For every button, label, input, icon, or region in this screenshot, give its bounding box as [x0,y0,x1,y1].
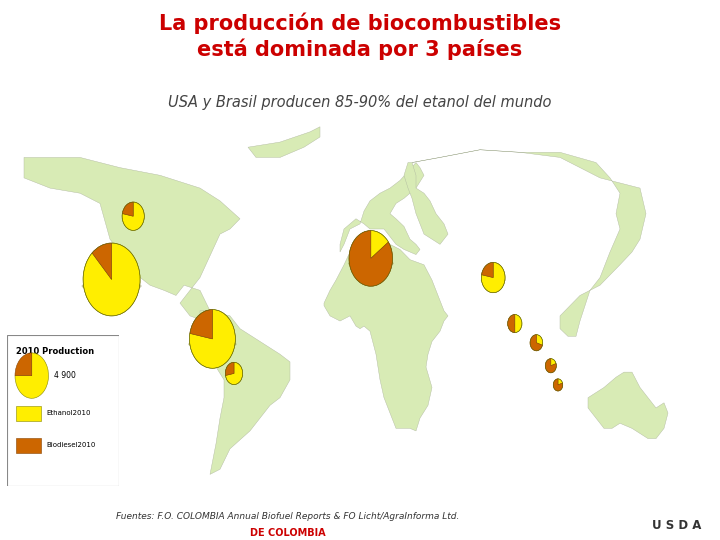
Wedge shape [482,262,493,278]
Text: U S D A: U S D A [652,519,701,532]
Wedge shape [536,335,543,345]
Wedge shape [482,262,505,293]
Ellipse shape [530,343,543,346]
Wedge shape [15,353,48,399]
Wedge shape [122,202,144,231]
Wedge shape [371,231,388,258]
Wedge shape [225,362,243,384]
FancyBboxPatch shape [16,437,41,453]
Wedge shape [15,353,32,376]
Ellipse shape [81,280,142,292]
Ellipse shape [481,278,505,283]
Ellipse shape [545,366,557,368]
Wedge shape [83,243,140,316]
Wedge shape [545,359,557,373]
Wedge shape [349,231,392,286]
Wedge shape [189,309,235,368]
Polygon shape [24,158,240,321]
Ellipse shape [189,340,236,349]
Wedge shape [558,379,562,385]
Wedge shape [551,359,556,366]
Wedge shape [508,314,515,333]
FancyBboxPatch shape [7,335,119,486]
Polygon shape [340,163,424,254]
Wedge shape [190,309,212,339]
Text: Fuentes: F.O. COLOMBIA Annual Biofuel Reports & FO Licht/AgraInforma Ltd.: Fuentes: F.O. COLOMBIA Annual Biofuel Re… [117,512,459,521]
FancyBboxPatch shape [16,406,41,421]
Wedge shape [553,379,563,391]
Wedge shape [225,362,234,375]
Ellipse shape [348,259,394,268]
Polygon shape [588,372,668,438]
Polygon shape [412,150,646,336]
Text: 4 900: 4 900 [54,371,76,380]
Wedge shape [515,314,522,333]
Text: DE COLOMBIA: DE COLOMBIA [250,528,326,538]
Polygon shape [404,163,448,244]
Wedge shape [92,243,112,280]
Polygon shape [248,127,320,158]
Wedge shape [530,335,542,351]
Text: USA y Brasil producen 85-90% del etanol del mundo: USA y Brasil producen 85-90% del etanol … [168,96,552,110]
Ellipse shape [122,217,145,221]
Wedge shape [122,202,133,216]
Text: Biodiesel2010: Biodiesel2010 [46,442,96,448]
Ellipse shape [553,385,563,387]
Text: La producción de biocombustibles
está dominada por 3 países: La producción de biocombustibles está do… [159,13,561,60]
Text: Ethanol2010: Ethanol2010 [46,410,91,416]
Polygon shape [324,244,448,431]
Polygon shape [200,311,290,474]
Ellipse shape [508,323,522,327]
Text: 2010 Production: 2010 Production [16,347,94,356]
Ellipse shape [225,374,243,377]
